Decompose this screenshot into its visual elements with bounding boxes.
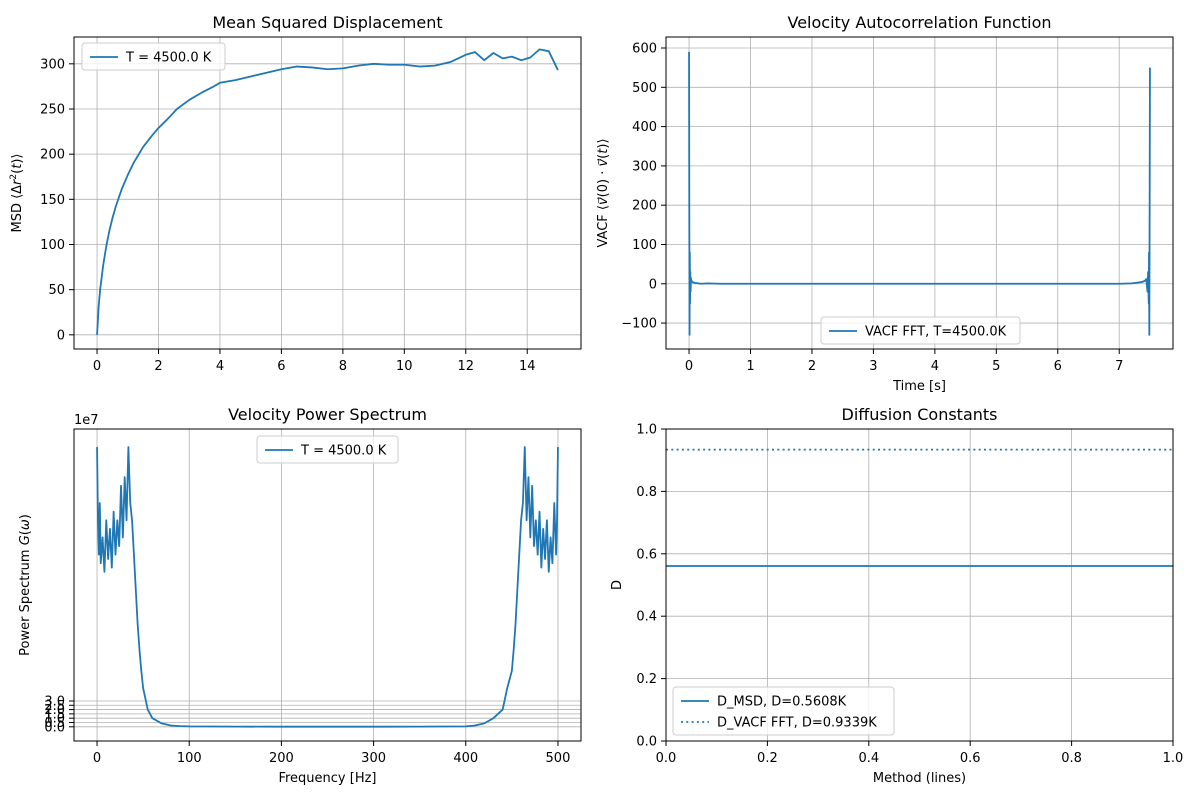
y-tick-label: 200 (40, 148, 65, 163)
x-tick-label: 0.0 (656, 751, 677, 766)
x-tick-label: 400 (453, 751, 478, 766)
x-tick-label: 4 (216, 359, 224, 374)
x-tick-label: 6 (277, 359, 285, 374)
plot-frame (73, 428, 582, 742)
x-tick-label: 0 (93, 359, 101, 374)
x-tick-label: 0.6 (960, 751, 981, 766)
x-tick-label: 3 (869, 359, 877, 374)
y-tick-label: 0 (649, 277, 657, 292)
legend-box (81, 42, 226, 71)
y-tick-label: 0.6 (636, 547, 657, 562)
y-tick-label: 50 (48, 283, 65, 298)
y-tick-label: −100 (621, 317, 657, 332)
x-tick-label: 8 (339, 359, 347, 374)
plot-frame (73, 36, 582, 350)
x-tick-label: 12 (457, 359, 474, 374)
y-tick-label: 2.5 (44, 699, 65, 714)
legend: VACF FFT, T=4500.0K (820, 316, 1021, 345)
y-tick-label: 1.5 (44, 707, 65, 722)
legend-label: D_MSD, D=0.5608K (717, 695, 847, 710)
chart-4: 0.0 0.2 0.4 0.6 0.8 1.0 0.0 0.2 0.4 0.6 0.8 1.0 Diff… (610, 405, 1183, 786)
x-tick-label: 2 (154, 359, 162, 374)
y-tick-label: 300 (632, 159, 657, 174)
y-offset-text: 1e7 (74, 413, 99, 428)
x-tick-label: 10 (396, 359, 413, 374)
legend-label: D_VACF FFT, D=0.9339K (717, 716, 877, 731)
chart-3: 0 100 200 300 400 500 0.00.51.01.52.02.53.0 Vel… (18, 405, 582, 786)
x-tick-label: 100 (177, 751, 202, 766)
chart-1: 0 2 4 6 8 10 12 14 0 50 100 150 200 250 300 Mean Square… (9, 13, 582, 374)
chart-title: Mean Squared Displacement (212, 13, 442, 32)
x-tick-label: 0.8 (1061, 751, 1082, 766)
x-tick-label: 4 (931, 359, 939, 374)
y-tick-label: 0.4 (636, 610, 657, 625)
plot-frame (665, 36, 1174, 350)
x-tick-label: 0.4 (858, 751, 879, 766)
legend: T = 4500.0 K (256, 435, 399, 464)
y-axis-label: D (610, 580, 625, 590)
x-axis-label: Time [s] (892, 379, 946, 394)
chart-2: 0 1 2 3 4 5 6 7 −100 0 100 200 300 400 500 600 Velocity … (596, 13, 1174, 394)
y-axis-label: VACF ⟨v⃗(0) · v⃗(t)⟩ (596, 138, 611, 247)
y-tick-label: 200 (632, 199, 657, 214)
series-line (688, 51, 1151, 336)
legend-box (256, 435, 399, 464)
y-tick-label: 400 (632, 120, 657, 135)
chart-title: Velocity Power Spectrum (228, 405, 427, 424)
legend-box (672, 686, 895, 736)
legend-label: T = 4500.0 K (300, 444, 387, 459)
x-tick-label: 1.0 (1163, 751, 1184, 766)
x-tick-label: 0.2 (757, 751, 778, 766)
series-line (96, 48, 559, 335)
y-tick-label: 300 (40, 57, 65, 72)
x-tick-label: 7 (1115, 359, 1123, 374)
x-tick-label: 200 (269, 751, 294, 766)
y-tick-label: 0.8 (636, 485, 657, 500)
y-tick-label: 2.0 (44, 703, 65, 718)
legend: T = 4500.0 K (81, 42, 226, 71)
y-tick-label: 150 (40, 193, 65, 208)
x-tick-label: 1 (746, 359, 754, 374)
legend-label: VACF FFT, T=4500.0K (865, 325, 1007, 340)
y-tick-label: 100 (632, 238, 657, 253)
legend: D_MSD, D=0.5608K D_VACF FFT, D=0.9339K (672, 686, 895, 736)
x-tick-label: 300 (361, 751, 386, 766)
y-axis-label: MSD ⟨Δr2(t)⟩ (9, 153, 25, 232)
y-tick-label: 0.2 (636, 672, 657, 687)
chart-title: Diffusion Constants (842, 405, 998, 424)
x-tick-label: 0 (685, 359, 693, 374)
y-tick-label: 0.5 (44, 716, 65, 731)
series-line (96, 446, 559, 728)
y-tick-label: 250 (40, 102, 65, 117)
x-axis-label: Frequency [Hz] (278, 771, 376, 786)
y-tick-label: 0 (57, 328, 65, 343)
x-tick-label: 6 (1054, 359, 1062, 374)
x-tick-label: 14 (519, 359, 536, 374)
plot-frame (665, 428, 1174, 742)
y-tick-label: 100 (40, 238, 65, 253)
y-tick-label: 500 (632, 81, 657, 96)
x-tick-label: 2 (808, 359, 816, 374)
chart-title: Velocity Autocorrelation Function (788, 13, 1052, 32)
y-tick-label: 0.0 (44, 720, 65, 735)
x-tick-label: 0 (93, 751, 101, 766)
y-tick-label: 1.0 (44, 712, 65, 727)
y-axis-label: Power Spectrum G(ω) (18, 514, 33, 656)
legend-box (820, 316, 1021, 345)
x-tick-label: 500 (546, 751, 571, 766)
y-tick-label: 0.0 (636, 735, 657, 750)
y-tick-label: 1.0 (636, 423, 657, 438)
x-axis-label: Method (lines) (873, 771, 966, 786)
y-tick-label: 3.0 (44, 694, 65, 709)
y-tick-label: 600 (632, 42, 657, 57)
x-tick-label: 5 (992, 359, 1000, 374)
legend-label: T = 4500.0 K (125, 51, 212, 66)
